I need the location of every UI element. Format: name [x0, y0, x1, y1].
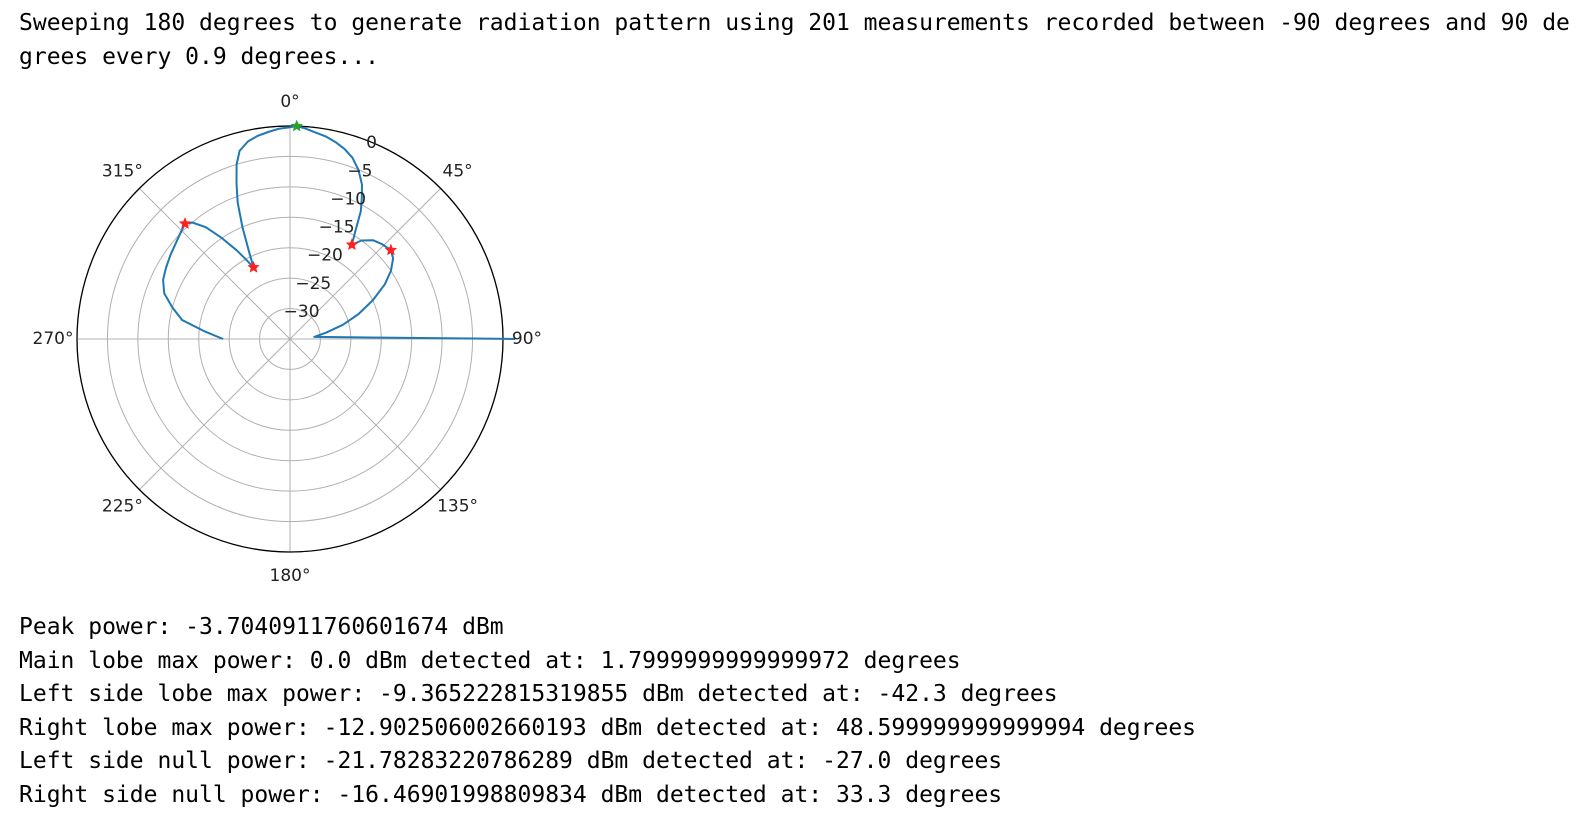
marker-left-side-null: [247, 260, 260, 273]
angle-tick-label: 315°: [102, 161, 143, 181]
marker-main-lobe: [290, 119, 303, 132]
angle-tick-label: 270°: [33, 329, 74, 349]
radial-tick-labels: −30 −25 −20 −15 −10 −5 0: [284, 133, 377, 322]
angle-tick-label: 90°: [512, 329, 542, 349]
radiation-pattern-polar-chart: 0° 45° 90° 135° 180° 225° 270° 315° −30 −25 −20 −1…: [33, 92, 543, 586]
result-line: Main lobe max power: 0.0 dBm detected at…: [19, 647, 961, 674]
angle-tick-label: 45°: [443, 161, 473, 181]
radial-tick-label: −5: [347, 161, 372, 181]
radial-tick-label: −25: [295, 274, 331, 294]
marker-right-side-null: [345, 238, 359, 250]
angle-tick-label: 135°: [437, 497, 478, 517]
angular-gridlines: [77, 126, 503, 552]
angle-tick-label: 225°: [102, 497, 143, 517]
angle-tick-label: 0°: [280, 92, 299, 112]
result-line: Left side null power: -21.78283220786289…: [19, 748, 1003, 775]
angle-tick-labels: 0° 45° 90° 135° 180° 225° 270° 315°: [33, 92, 543, 586]
angular-gridline: [139, 338, 291, 490]
angular-gridline: [289, 338, 441, 490]
angle-tick-label: 180°: [270, 566, 311, 586]
angular-gridline: [289, 188, 441, 340]
results-output: Peak power: -3.7040911760601674 dBm Main …: [19, 611, 1196, 813]
marker-left-side-lobe: [178, 217, 192, 229]
result-line: Peak power: -3.7040911760601674 dBm: [19, 614, 504, 640]
radial-tick-label: −15: [319, 218, 355, 238]
markers-layer: [178, 119, 398, 273]
sweep-description: Sweeping 180 degrees to generate radiati…: [19, 10, 1570, 70]
result-line: Left side lobe max power: -9.36522281531…: [19, 681, 1058, 708]
marker-right-lobe: [384, 243, 398, 256]
radial-tick-label: −20: [307, 246, 343, 266]
result-line: Right lobe max power: -12.90250600266019…: [19, 714, 1197, 741]
radial-tick-label: −10: [330, 189, 366, 209]
angular-gridline: [139, 188, 291, 340]
radial-tick-label: −30: [284, 302, 320, 322]
result-line: Right side null power: -16.4690199880983…: [19, 781, 1003, 808]
radial-tick-label: 0: [366, 133, 377, 153]
